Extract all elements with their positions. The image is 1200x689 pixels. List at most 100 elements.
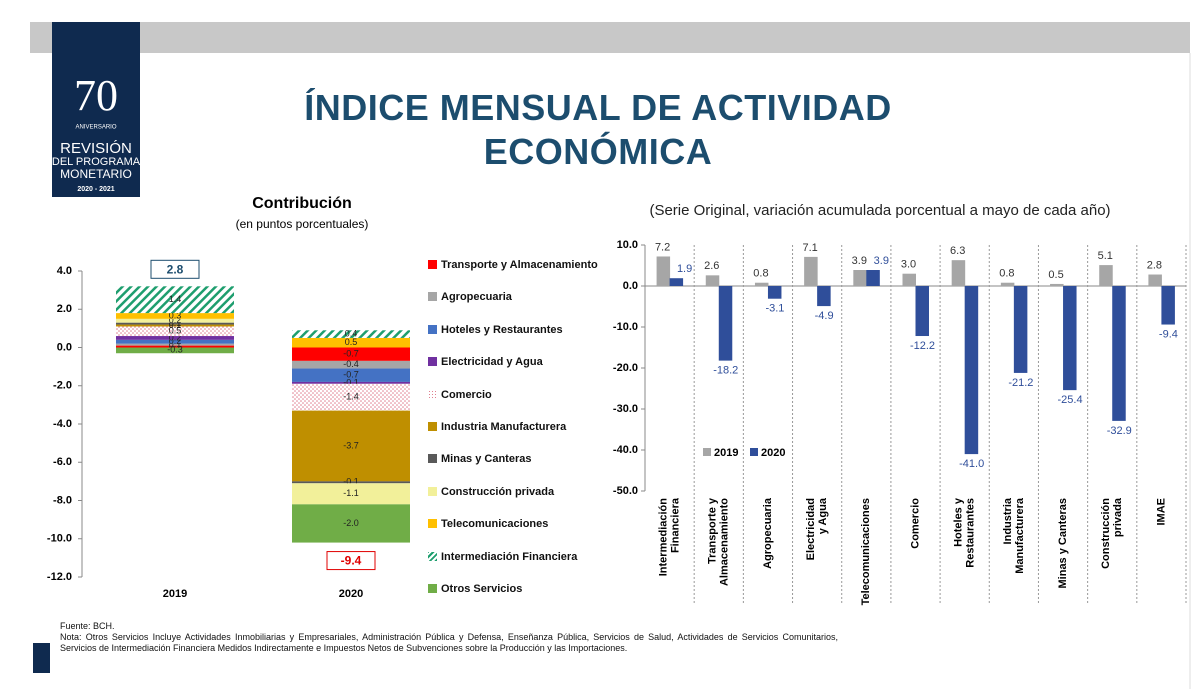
x-tick-label: privada [1112,497,1124,537]
bar-segment [292,360,410,369]
total-box [150,259,200,279]
y-tick-label: -12.0 [47,571,72,583]
legend-swatch [428,486,437,496]
segment-label: 0.2 [169,315,182,325]
bar [1161,286,1175,325]
segment-label: 0.3 [169,310,182,320]
y-tick-label: -50.0 [613,485,638,497]
bar [915,286,929,337]
logo-subtitle: ANIVERSARIO [75,125,116,131]
chart-title: Contribución [252,195,352,212]
segment-label: -0.1 [343,377,359,387]
logo-box [52,22,140,197]
value-label: -25.4 [1058,394,1083,406]
logo-line: REVISIÓN [60,140,132,157]
value-label: 3.0 [901,259,916,271]
x-tick-label: IMAE [1155,498,1167,526]
bar-segment [116,322,234,325]
y-tick-label: -40.0 [613,444,638,456]
legend-label: 2019 [714,447,738,459]
total-box [326,551,376,571]
legend-swatch [428,551,437,561]
segment-label: 0.5 [169,326,182,336]
bar [951,260,966,286]
bar [705,275,720,286]
segment-label: 0.5 [345,337,358,347]
value-label: -41.0 [959,458,984,470]
x-tick-label: 2020 [339,588,363,600]
x-tick-label: y Agua [817,497,829,534]
segment-label: -0.1 [343,477,359,487]
x-tick-label: Agropecuaria [762,497,774,569]
y-tick-label: -2.0 [53,380,72,392]
footer-square [33,643,50,673]
x-tick-label: Transporte y [707,497,719,564]
bar [853,270,867,286]
legend-label: 2020 [761,447,785,459]
logo-years: 2020 - 2021 [77,186,114,193]
y-tick-label: -8.0 [53,494,72,506]
legend-swatch [428,454,437,464]
x-tick-label: Electricidad [805,498,817,560]
bar [902,273,916,286]
legend-item: Otros Servicios [428,582,603,596]
legend-swatch [428,422,437,431]
segment-label: -0.7 [343,349,359,359]
value-label: 6.3 [950,245,965,257]
bar-segment [292,481,410,484]
value-label: 0.8 [999,268,1014,280]
value-label: 2.8 [1147,259,1162,271]
y-tick-label: -6.0 [53,456,72,468]
legend-label: Electricidad y Agua [441,356,543,369]
y-tick-label: -20.0 [613,362,638,374]
bar-segment [292,337,410,348]
x-tick-label: Comercio [909,498,921,549]
segment-label: -0.4 [343,359,359,369]
bar-segment [116,313,234,319]
value-label: 2.6 [704,260,719,272]
segment-label: -1.4 [343,392,359,402]
bar-segment [292,330,410,338]
legend-label: Industria Manufacturera [441,421,567,433]
bar [804,256,818,286]
bar-segment [292,410,410,482]
bar [718,286,733,361]
x-tick-label: Manufacturera [1014,497,1026,574]
slide-title: ÍNDICE MENSUAL DE ACTIVIDAD ECONÓMICA [304,87,892,172]
total-label: -9.4 [341,554,362,568]
logo-number: 70 [74,71,118,120]
logo-line: DEL PROGRAMA [52,156,141,168]
bar [866,270,880,286]
x-tick-label: Industria [1002,497,1014,544]
segment-label: 0.2 [169,336,182,346]
legend-label: Transporte y Almacenamiento [441,259,598,271]
legend-item: Intermediación Financiera [428,550,603,564]
bar-segment [116,286,234,314]
value-label: 3.9 [852,255,867,267]
bar-segment [292,483,410,505]
value-label: 0.8 [753,268,768,280]
y-tick-label: 0.0 [623,280,638,292]
y-tick-label: 0.0 [57,341,72,353]
value-label: -18.2 [713,365,738,377]
legend-swatch [428,260,437,269]
total-label: 2.8 [167,262,184,276]
x-tick-label: Intermediación [657,498,669,577]
bar [656,256,671,286]
bar [1050,283,1064,286]
value-label: -21.2 [1008,377,1033,389]
bar-segment [116,347,234,354]
y-tick-label: 2.0 [57,303,72,315]
bar [817,286,831,307]
legend-swatch [750,448,758,456]
legend-swatch [428,292,437,302]
legend-swatch [428,389,437,399]
value-label: -32.9 [1107,425,1132,437]
legend-label: Telecomunicaciones [441,518,549,531]
segment-label: -0.3 [167,345,183,355]
segment-label: 1.4 [169,294,182,304]
legend-item: Comercio [428,388,603,402]
segment-label: 0.2 [169,332,182,342]
bar-segment [292,347,410,361]
